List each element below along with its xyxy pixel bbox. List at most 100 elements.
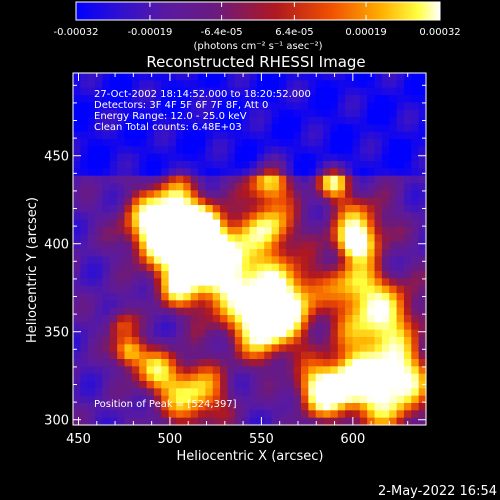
heatmap-cell <box>256 241 265 250</box>
heatmap-cell <box>293 139 302 147</box>
heatmap-cell <box>80 124 89 133</box>
heatmap-cell <box>183 417 192 426</box>
heatmap-cell <box>315 395 324 404</box>
heatmap-cell <box>271 153 280 162</box>
heatmap-cell <box>315 80 324 89</box>
heatmap-cell <box>198 417 206 426</box>
heatmap-cell <box>242 161 251 169</box>
heatmap-cell <box>146 124 155 133</box>
heatmap-cell <box>124 373 133 382</box>
heatmap-cell <box>73 190 81 199</box>
heatmap-cell <box>190 197 199 206</box>
heatmap-cell <box>139 366 148 375</box>
heatmap-cell <box>352 271 361 279</box>
heatmap-cell <box>198 344 206 353</box>
heatmap-cell <box>227 366 236 375</box>
heatmap-cell <box>73 337 81 345</box>
heatmap-cell <box>411 146 420 155</box>
heatmap-cell <box>256 410 265 419</box>
heatmap-cell <box>109 95 118 103</box>
heatmap-cell <box>117 278 126 287</box>
heatmap-cell <box>205 278 214 287</box>
heatmap-cell <box>256 205 265 213</box>
heatmap-cell <box>315 234 324 243</box>
heatmap-cell <box>190 80 199 89</box>
heatmap-cell <box>102 183 111 191</box>
heatmap-cell <box>256 190 265 199</box>
heatmap-cell <box>139 197 148 206</box>
heatmap-cell <box>249 278 258 287</box>
heatmap-cell <box>87 109 96 118</box>
heatmap-cell <box>293 249 302 257</box>
heatmap-cell <box>131 285 140 294</box>
heatmap-cell <box>330 373 339 382</box>
heatmap-cell <box>95 271 104 279</box>
heatmap-cell <box>205 344 214 353</box>
heatmap-cell <box>198 234 206 243</box>
heatmap-cell <box>109 109 118 118</box>
heatmap-cell <box>153 212 162 221</box>
heatmap-cell <box>345 285 354 294</box>
heatmap-cell <box>367 87 376 96</box>
heatmap-cell <box>242 410 251 419</box>
heatmap-cell <box>234 175 243 184</box>
heatmap-cell <box>308 139 317 147</box>
heatmap-cell <box>153 227 162 235</box>
heatmap-cell <box>278 329 287 338</box>
heatmap-cell <box>205 139 214 147</box>
heatmap-cell <box>117 197 126 206</box>
heatmap-cell <box>418 366 427 375</box>
heatmap-cell <box>227 271 236 279</box>
heatmap-cell <box>161 263 170 272</box>
heatmap-cell <box>359 381 368 389</box>
heatmap-cell <box>418 73 427 81</box>
heatmap-cell <box>359 124 368 133</box>
heatmap-cell <box>352 373 361 382</box>
heatmap-cell <box>249 124 258 133</box>
heatmap-cell <box>117 381 126 389</box>
heatmap-cell <box>271 410 280 419</box>
heatmap-cell <box>300 227 309 235</box>
heatmap-cell <box>205 197 214 206</box>
heatmap-cell <box>212 351 221 360</box>
heatmap-cell <box>293 329 302 338</box>
heatmap-cell <box>286 87 295 96</box>
heatmap-cell <box>220 109 229 118</box>
heatmap-cell <box>278 212 287 221</box>
heatmap-cell <box>264 300 273 309</box>
heatmap-cell <box>95 102 104 111</box>
heatmap-cell <box>220 278 229 287</box>
heatmap-cell <box>87 219 96 228</box>
heatmap-cell <box>117 359 126 367</box>
heatmap-cell <box>337 300 346 309</box>
heatmap-cell <box>220 344 229 353</box>
heatmap-cell <box>359 329 368 338</box>
heatmap-cell <box>359 109 368 118</box>
heatmap-cell <box>264 109 273 118</box>
heatmap-cell <box>381 241 390 250</box>
heatmap-cell <box>80 205 89 213</box>
heatmap-cell <box>212 329 221 338</box>
heatmap-cell <box>256 293 265 301</box>
heatmap-cell <box>117 139 126 147</box>
heatmap-cell <box>109 388 118 397</box>
heatmap-cell <box>80 80 89 89</box>
heatmap-cell <box>418 337 427 345</box>
heatmap-cell <box>308 95 317 103</box>
heatmap-cell <box>286 183 295 191</box>
heatmap-cell <box>220 168 229 177</box>
heatmap-cell <box>359 285 368 294</box>
heatmap-cell <box>80 263 89 272</box>
heatmap-cell <box>374 249 383 257</box>
heatmap-cell <box>345 146 354 155</box>
heatmap-cell <box>367 212 376 221</box>
heatmap-cell <box>286 175 295 184</box>
heatmap-cell <box>278 87 287 96</box>
heatmap-cell <box>345 263 354 272</box>
heatmap-cell <box>293 395 302 404</box>
heatmap-cell <box>293 271 302 279</box>
heatmap-cell <box>198 278 206 287</box>
heatmap-cell <box>403 300 412 309</box>
heatmap-cell <box>175 278 184 287</box>
heatmap-cell <box>256 278 265 287</box>
